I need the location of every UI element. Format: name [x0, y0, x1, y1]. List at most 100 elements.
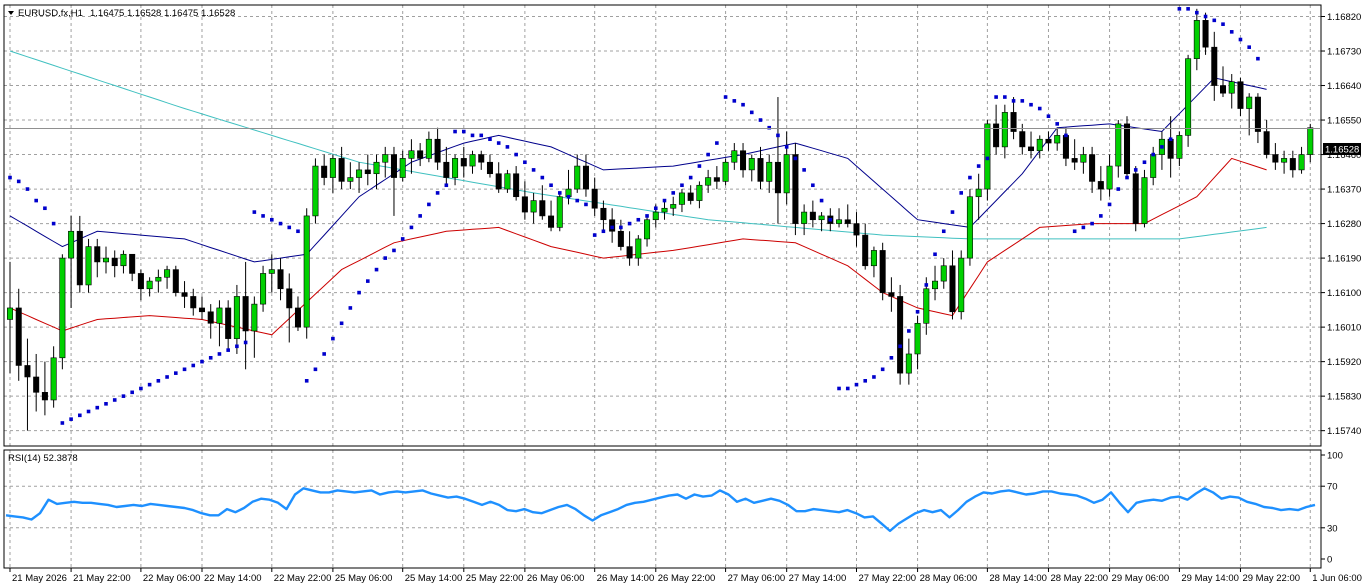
bear-candle[interactable] — [460, 158, 467, 167]
bear-candle[interactable] — [338, 158, 345, 182]
bear-candle[interactable] — [434, 138, 441, 163]
bear-candle[interactable] — [879, 250, 886, 293]
bull-candle[interactable] — [50, 357, 57, 401]
bear-candle[interactable] — [740, 150, 747, 171]
bear-candle[interactable] — [225, 307, 232, 339]
bear-candle[interactable] — [591, 188, 598, 209]
bull-candle[interactable] — [748, 158, 755, 171]
bear-candle[interactable] — [1289, 158, 1296, 171]
bull-candle[interactable] — [705, 177, 712, 186]
bull-candle[interactable] — [504, 173, 511, 190]
bear-candle[interactable] — [390, 154, 397, 178]
bear-candle[interactable] — [1010, 112, 1017, 132]
bear-candle[interactable] — [757, 158, 764, 182]
bull-candle[interactable] — [696, 184, 703, 201]
bull-candle[interactable] — [1298, 154, 1305, 171]
bear-candle[interactable] — [617, 230, 624, 247]
bull-candle[interactable] — [1115, 123, 1122, 167]
bear-candle[interactable] — [207, 311, 214, 324]
bear-candle[interactable] — [76, 230, 83, 286]
bull-candle[interactable] — [783, 154, 790, 194]
bull-candle[interactable] — [268, 269, 275, 274]
bull-candle[interactable] — [347, 177, 354, 182]
bull-candle[interactable] — [164, 269, 171, 278]
bear-candle[interactable] — [443, 161, 450, 178]
bull-candle[interactable] — [260, 273, 267, 305]
bull-candle[interactable] — [818, 215, 825, 221]
bull-candle[interactable] — [661, 207, 668, 213]
bull-candle[interactable] — [399, 158, 406, 178]
bear-candle[interactable] — [897, 296, 904, 374]
bull-candle[interactable] — [644, 219, 651, 240]
bear-candle[interactable] — [1211, 46, 1218, 86]
bull-candle[interactable] — [146, 280, 153, 290]
bear-candle[interactable] — [41, 392, 48, 401]
bear-candle[interactable] — [1220, 85, 1227, 94]
bull-candle[interactable] — [801, 211, 808, 224]
bear-candle[interactable] — [321, 165, 328, 178]
bear-candle[interactable] — [513, 173, 520, 198]
bear-candle[interactable] — [687, 192, 694, 201]
bear-candle[interactable] — [888, 292, 895, 297]
bull-candle[interactable] — [836, 219, 843, 224]
bear-candle[interactable] — [521, 196, 528, 213]
bear-candle[interactable] — [24, 365, 31, 378]
bull-candle[interactable] — [1080, 154, 1087, 163]
bull-candle[interactable] — [530, 200, 537, 213]
bear-candle[interactable] — [486, 161, 493, 175]
bear-candle[interactable] — [364, 169, 371, 175]
bull-candle[interactable] — [1036, 138, 1043, 152]
bear-candle[interactable] — [1263, 131, 1270, 155]
bull-candle[interactable] — [425, 138, 432, 159]
bear-candle[interactable] — [1097, 181, 1104, 190]
bull-candle[interactable] — [635, 238, 642, 259]
bear-candle[interactable] — [844, 219, 851, 224]
bull-candle[interactable] — [469, 154, 476, 167]
bull-candle[interactable] — [670, 204, 677, 209]
bear-candle[interactable] — [1045, 138, 1052, 144]
bear-candle[interactable] — [713, 177, 720, 182]
bear-candle[interactable] — [137, 273, 144, 290]
bull-candle[interactable] — [923, 288, 930, 324]
bear-candle[interactable] — [1062, 135, 1069, 159]
bear-candle[interactable] — [181, 292, 188, 297]
bear-candle[interactable] — [294, 307, 301, 328]
bull-candle[interactable] — [958, 257, 965, 313]
bear-candle[interactable] — [111, 257, 118, 267]
collapse-triangle-icon[interactable] — [8, 11, 14, 15]
bull-candle[interactable] — [1001, 112, 1008, 148]
bull-candle[interactable] — [452, 158, 459, 178]
bear-candle[interactable] — [1202, 20, 1209, 48]
bull-candle[interactable] — [102, 257, 109, 263]
bull-candle[interactable] — [120, 253, 127, 267]
bear-candle[interactable] — [853, 223, 860, 236]
bull-candle[interactable] — [722, 161, 729, 182]
bull-candle[interactable] — [1246, 96, 1253, 109]
bear-candle[interactable] — [94, 246, 101, 263]
bear-candle[interactable] — [626, 246, 633, 259]
bear-candle[interactable] — [286, 288, 293, 309]
bear-candle[interactable] — [1132, 173, 1139, 224]
bull-candle[interactable] — [85, 246, 92, 286]
bull-candle[interactable] — [966, 196, 973, 259]
bull-candle[interactable] — [216, 307, 223, 324]
bear-candle[interactable] — [539, 200, 546, 217]
bear-candle[interactable] — [993, 123, 1000, 148]
bull-candle[interactable] — [574, 165, 581, 190]
bull-candle[interactable] — [382, 154, 389, 163]
bear-candle[interactable] — [862, 234, 869, 267]
bull-candle[interactable] — [975, 188, 982, 198]
bull-candle[interactable] — [155, 276, 162, 282]
bear-candle[interactable] — [1124, 123, 1131, 175]
bear-candle[interactable] — [1028, 146, 1035, 152]
bear-candle[interactable] — [792, 154, 799, 224]
bear-candle[interactable] — [1254, 96, 1261, 132]
bear-candle[interactable] — [172, 269, 179, 293]
bull-candle[interactable] — [678, 192, 685, 205]
bear-candle[interactable] — [774, 161, 781, 194]
bull-candle[interactable] — [766, 161, 773, 182]
bull-candle[interactable] — [408, 150, 415, 159]
bull-candle[interactable] — [68, 230, 75, 259]
bear-candle[interactable] — [809, 211, 816, 221]
bull-candle[interactable] — [329, 158, 336, 178]
